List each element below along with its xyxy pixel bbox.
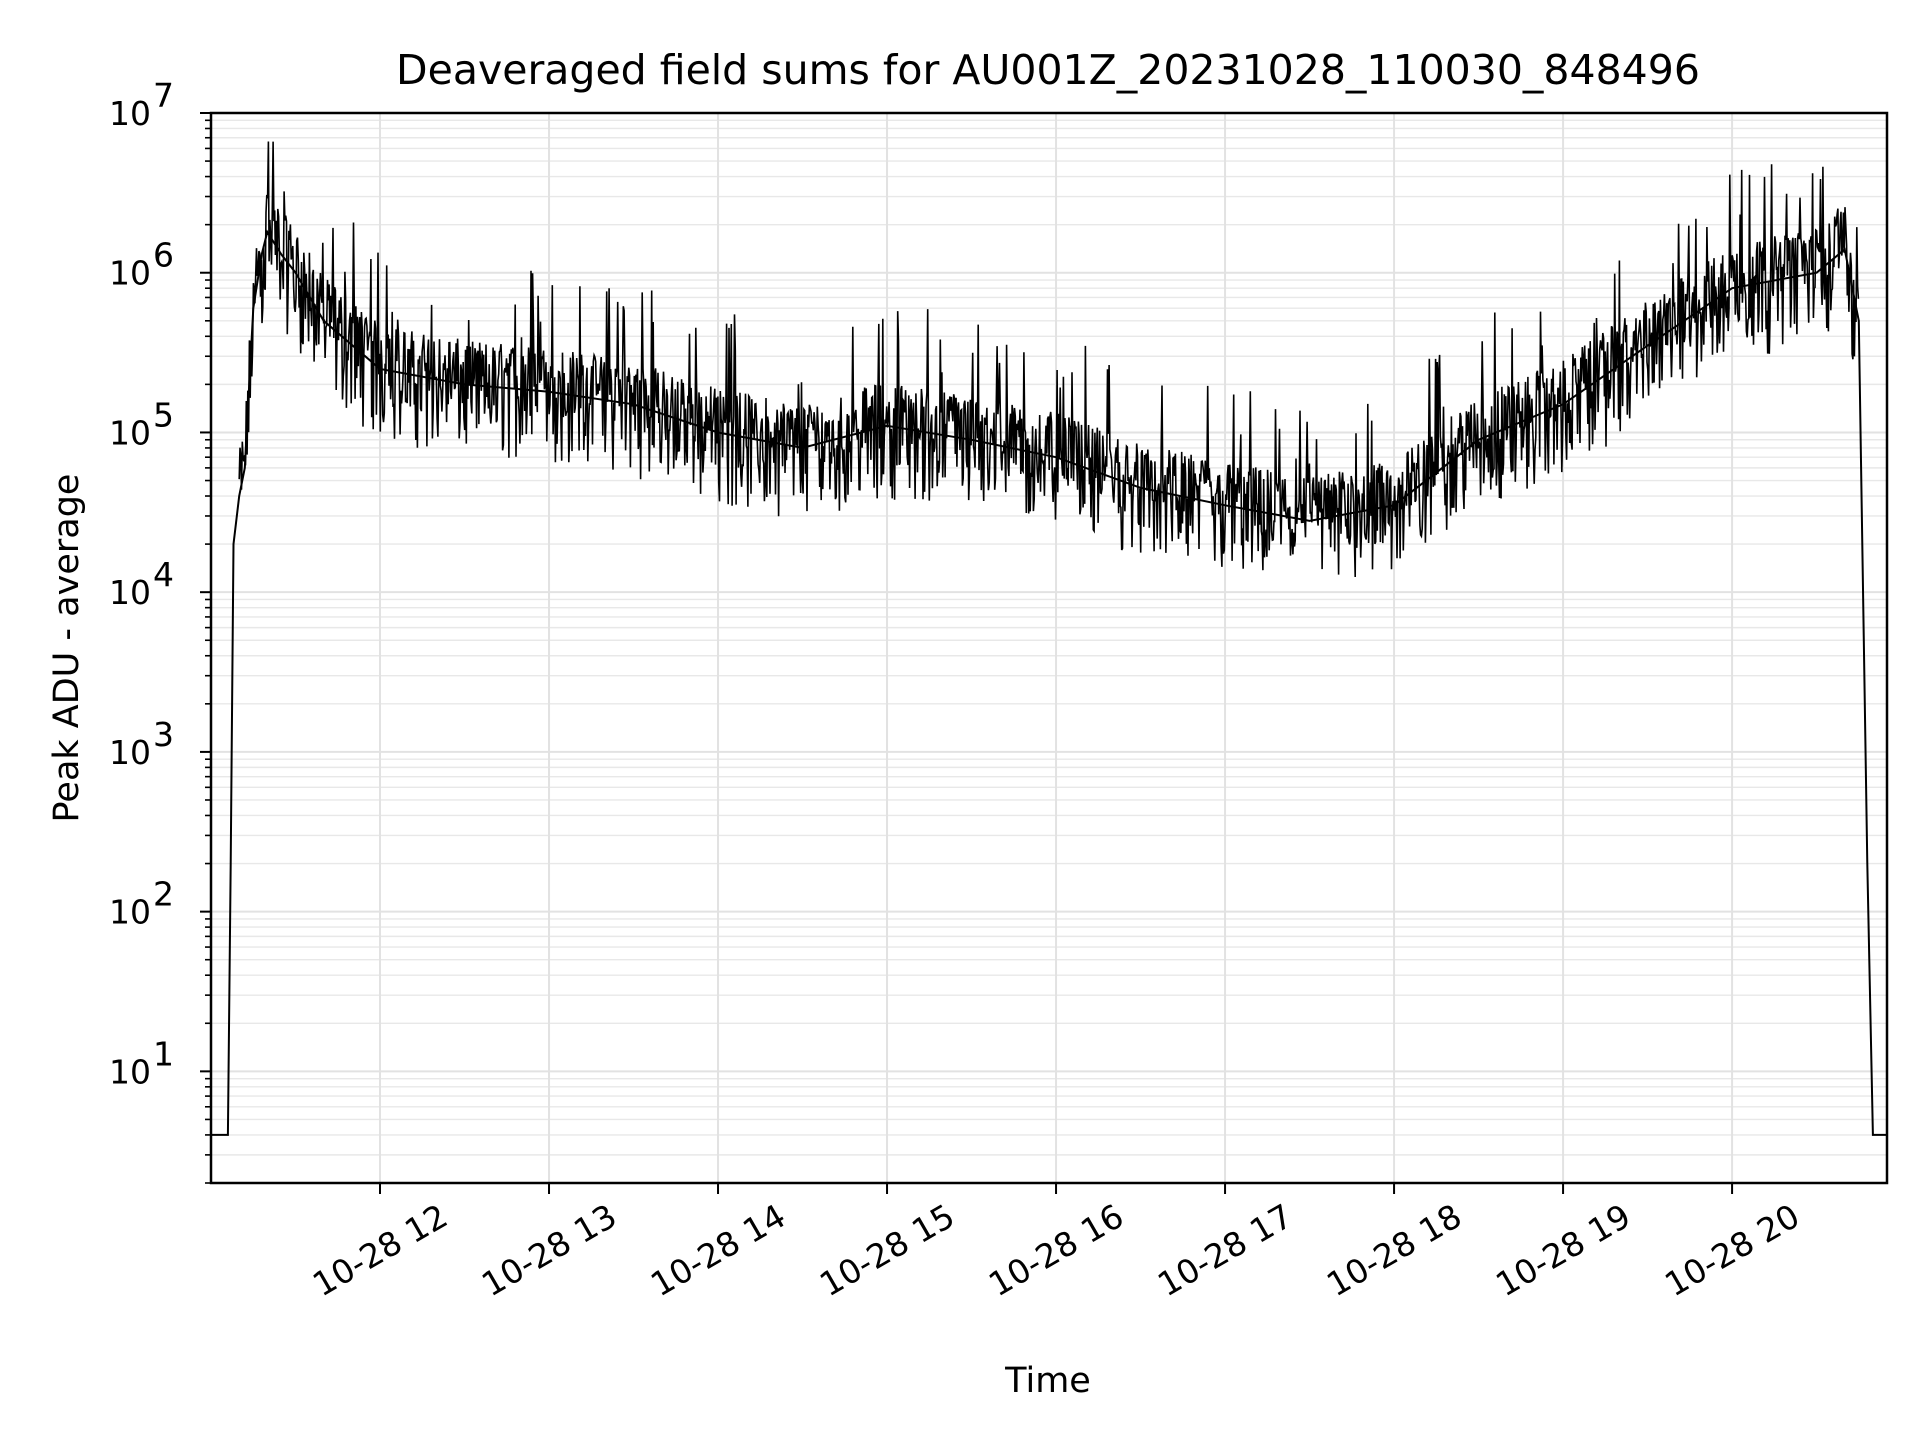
data-point [1139,487,1142,489]
y-tick-exponent: 5 [153,395,174,434]
data-point [1646,344,1649,347]
data-point [1866,862,1869,865]
data-point [227,1134,229,1136]
data-point [717,431,719,434]
data-point [322,320,325,322]
data-point [1393,504,1395,507]
ticks [200,112,1734,1194]
y-tick-label: 10 [109,733,151,772]
data-points [210,231,1888,1136]
data-point [1562,403,1564,406]
data-point [280,253,283,256]
chart-title: Deaveraged field sums for AU001Z_2023102… [396,46,1700,94]
y-tick-label: 10 [109,573,151,612]
data-point [1477,439,1480,441]
data-point [548,390,550,393]
data-point [1055,456,1057,459]
y-tick-label: 10 [109,94,151,133]
y-tick-label: 10 [109,254,151,293]
y-tick-label: 10 [109,893,151,932]
series-noise-envelope [238,141,1860,578]
data-point [238,495,240,497]
data-point [294,271,297,274]
y-axis-label: Peak ADU - average [47,474,87,823]
y-tick-exponent: 1 [153,1034,174,1073]
data-point [632,403,635,406]
plot-frame [209,111,1889,1185]
data-point [886,425,888,427]
y-tick-exponent: 6 [153,236,174,275]
data-point [801,447,804,449]
data-point [1308,520,1311,522]
y-tick-exponent: 3 [153,715,174,754]
y-tick-label: 10 [109,1052,151,1091]
data-point [1858,320,1860,322]
y-tick-label: 10 [109,413,151,452]
data-point [260,253,263,256]
data-point [252,307,255,310]
y-tick-exponent: 2 [153,875,174,914]
data-point [1224,504,1226,507]
data-point [244,467,246,469]
data-point [463,383,466,386]
data-point [1731,287,1733,290]
y-tick-exponent: 7 [153,76,174,115]
data-point [1815,271,1818,274]
data-point [1843,248,1846,251]
y-tick-exponent: 4 [153,555,174,594]
data-point [229,862,232,865]
data-point [970,439,973,441]
grid [211,112,1887,1184]
data-point [232,543,235,545]
data-point [1872,1134,1874,1136]
data-point [266,231,269,233]
x-axis-label: Time [1004,1361,1091,1401]
data-point [379,368,381,370]
